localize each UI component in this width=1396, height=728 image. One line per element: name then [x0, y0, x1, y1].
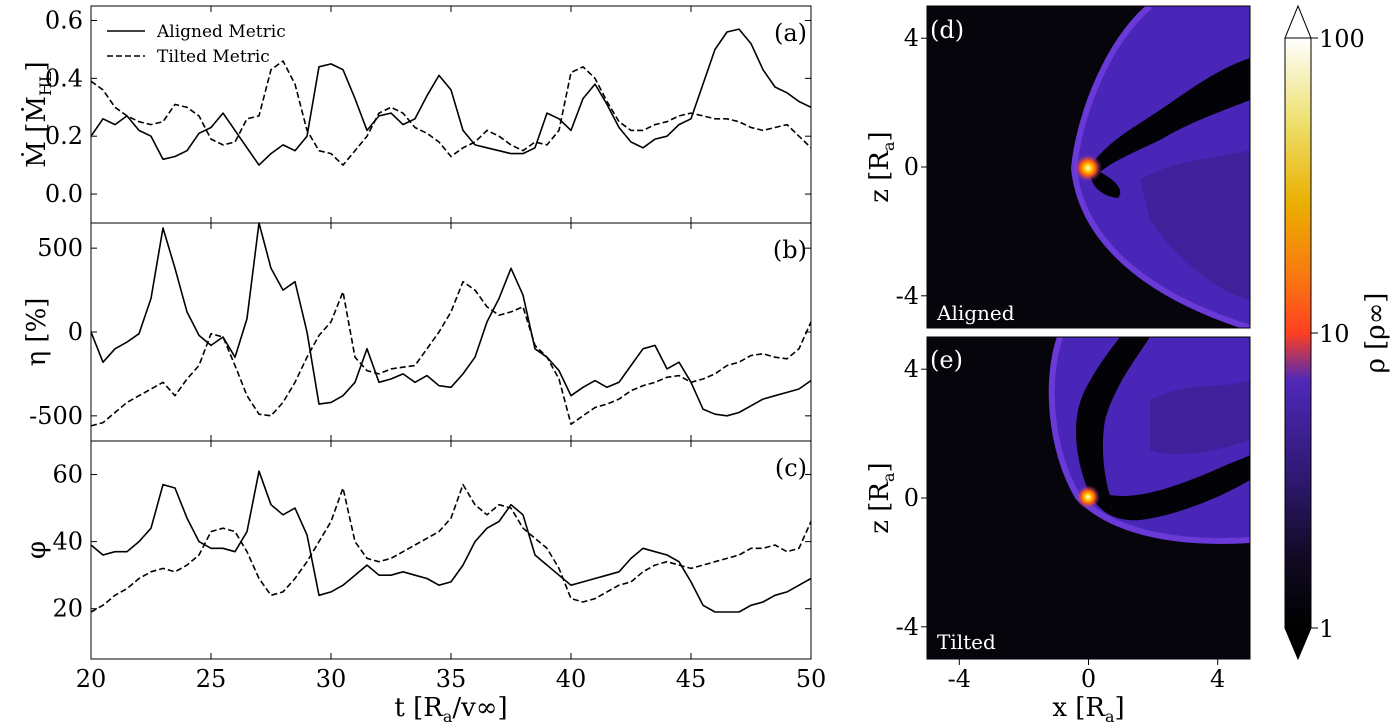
y-tick-label: -500 [29, 402, 83, 430]
colorbar: 100 10 1 ρ [ρ∞] [1284, 4, 1391, 661]
y-tick-label: 0.0 [45, 180, 83, 208]
tilted-dark-filament [1075, 337, 1250, 521]
y-tick-label: 60 [52, 461, 83, 489]
panel-label: (c) [775, 454, 807, 482]
legend: Aligned Metric Tilted Metric [107, 22, 286, 67]
legend-entry: Tilted Metric [157, 47, 270, 67]
colorbar-top-arrow [1284, 4, 1312, 39]
panel-label: (a) [774, 19, 807, 47]
tilted-hot-core [1076, 485, 1100, 509]
series-line-aligned [90, 470, 812, 613]
heatmap-y-tick-label: 4 [904, 24, 919, 52]
heatmap-y-tick-label: -4 [896, 282, 919, 310]
colorbar-tick-label: 10 [1319, 320, 1350, 348]
aligned-hot-core [1074, 154, 1102, 182]
y-tick-label: 0.2 [45, 122, 83, 150]
panel-c: 20 40 60 20 25 30 35 40 45 50 (c) φ t [Ra/v∞] [22, 440, 827, 726]
panel-a: 0.0 0.2 0.4 0.6 (a) Ṁ [ṀHL] Aligned Metric Tilt… [21, 5, 812, 224]
x-tick-label: 30 [316, 665, 347, 693]
x-tick-label: 50 [796, 665, 827, 693]
panel-frame [90, 440, 812, 660]
y-tick-label: 500 [37, 234, 83, 262]
heatmap-y-tick-label: 0 [904, 153, 919, 181]
colorbar-label: ρ [ρ∞] [1361, 293, 1391, 374]
heatmap-y-axis-label: z [Ra] [865, 462, 898, 533]
x-tick-label: 35 [436, 665, 467, 693]
colorbar-ticks: 100 10 1 [1311, 25, 1365, 643]
series-line-tilted [90, 60, 812, 166]
y-tick-label: 0.4 [45, 64, 83, 92]
colorbar-tick-label: 100 [1319, 25, 1365, 53]
heatmap-x-tick-label: 4 [1210, 665, 1225, 693]
aligned-dark-filament [1089, 58, 1250, 198]
heatmap-aligned [927, 6, 1250, 328]
legend-entry: Aligned Metric [156, 22, 286, 42]
aligned-bow-shock-edge [1070, 6, 1250, 328]
colorbar-bottom-arrow [1284, 627, 1312, 661]
y-tick-label: 40 [52, 528, 83, 556]
panel-b: -500 0 500 (b) η [%] [22, 222, 812, 442]
series-line-tilted [90, 280, 812, 427]
heatmap-tilted [927, 337, 1250, 659]
x-tick-label: 20 [76, 665, 107, 693]
y-tick-label: 0.6 [45, 6, 83, 34]
x-tick-label: 40 [556, 665, 587, 693]
heatmap-x-tick-label: 0 [1081, 665, 1096, 693]
heatmap-y-axis-label: z [Ra] [865, 131, 898, 202]
heatmap-y-tick-label: 4 [904, 355, 919, 383]
series-line-tilted [90, 483, 812, 613]
colorbar-tick-label: 1 [1319, 615, 1334, 643]
series-line-aligned [90, 222, 812, 417]
heatmap-y-tick-label: 0 [904, 484, 919, 512]
heatmap-axes: 4 0 -4 z [Ra] 4 0 -4 z [Ra] -4 0 4 x [Ra] [865, 24, 1225, 726]
y-axis-label: Ṁ [ṀHL] [21, 61, 55, 167]
y-tick-label: 20 [52, 595, 83, 623]
x-tick-label: 45 [676, 665, 707, 693]
heatmap-x-tick-label: -4 [948, 665, 971, 693]
map-label-aligned: Aligned [936, 301, 1015, 325]
heatmap-x-axis-label: x [Ra] [1052, 693, 1124, 726]
aligned-inner-wake [1140, 150, 1250, 300]
map-label-tilted: Tilted [937, 630, 996, 654]
heatmap-y-tick-label: -4 [896, 613, 919, 641]
x-axis-label: t [Ra/v∞] [394, 693, 507, 726]
colorbar-gradient [1284, 37, 1312, 629]
panel-label-e: (e) [930, 346, 963, 374]
series-line-aligned [90, 28, 812, 166]
panel-label-d: (d) [930, 16, 964, 44]
tilted-inner-wake [1150, 380, 1250, 455]
y-axis-label: η [%] [22, 298, 52, 367]
time-series-panels: 0.0 0.2 0.4 0.6 (a) Ṁ [ṀHL] Aligned Metric Tilt… [21, 5, 827, 726]
y-tick-label: 0 [68, 318, 83, 346]
panel-label: (b) [773, 236, 807, 264]
x-tick-label: 25 [196, 665, 227, 693]
y-axis-label: φ [22, 541, 52, 559]
